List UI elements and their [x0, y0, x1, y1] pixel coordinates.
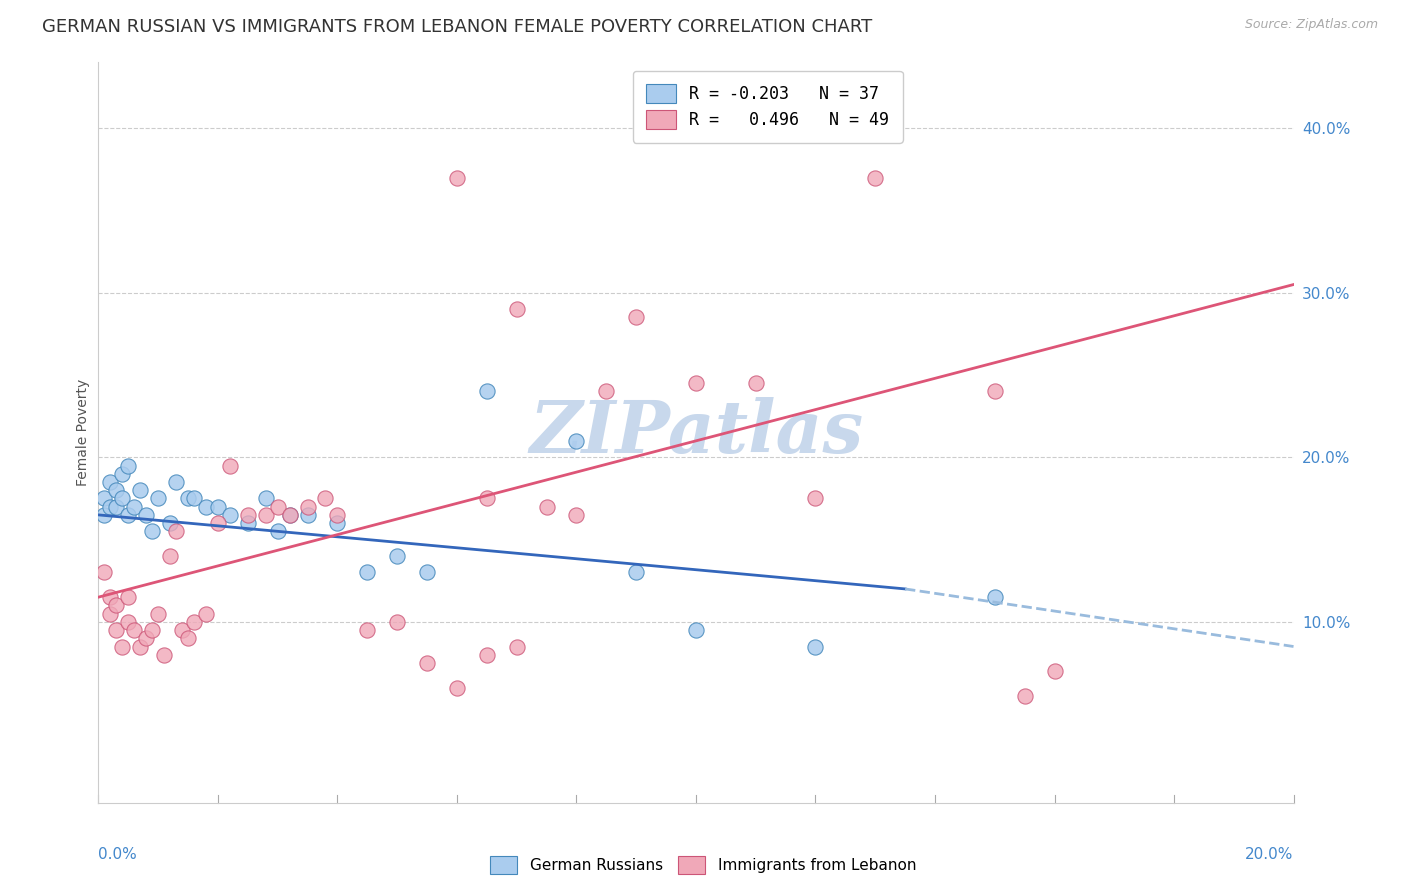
Point: [183, 491, 205, 506]
Point: [93, 491, 115, 506]
Point: [148, 607, 170, 621]
Legend: German Russians, Immigrants from Lebanon: German Russians, Immigrants from Lebanon: [484, 850, 922, 880]
Legend: R = -0.203   N = 37, R =   0.496   N = 49: R = -0.203 N = 37, R = 0.496 N = 49: [633, 70, 903, 143]
Y-axis label: Female Poverty: Female Poverty: [76, 379, 90, 486]
Point: [865, 170, 887, 185]
Point: [98, 607, 122, 621]
Point: [105, 500, 128, 514]
Point: [159, 516, 181, 530]
Point: [356, 623, 378, 637]
Point: [183, 615, 205, 629]
Point: [141, 623, 163, 637]
Point: [194, 500, 218, 514]
Point: [194, 607, 218, 621]
Point: [356, 566, 378, 580]
Point: [117, 615, 139, 629]
Point: [1014, 689, 1036, 703]
Point: [236, 516, 259, 530]
Point: [565, 508, 588, 522]
Point: [98, 590, 122, 604]
Point: [117, 590, 139, 604]
Point: [297, 500, 319, 514]
Point: [129, 483, 152, 498]
Text: GERMAN RUSSIAN VS IMMIGRANTS FROM LEBANON FEMALE POVERTY CORRELATION CHART: GERMAN RUSSIAN VS IMMIGRANTS FROM LEBANO…: [42, 18, 873, 36]
Point: [446, 681, 468, 695]
Point: [98, 475, 122, 489]
Point: [297, 508, 319, 522]
Point: [177, 632, 200, 646]
Point: [278, 508, 301, 522]
Point: [93, 508, 115, 522]
Point: [506, 640, 529, 654]
Text: 0.0%: 0.0%: [98, 847, 138, 863]
Point: [506, 302, 529, 317]
Point: [475, 648, 498, 662]
Point: [804, 491, 827, 506]
Text: Source: ZipAtlas.com: Source: ZipAtlas.com: [1244, 18, 1378, 31]
Point: [267, 500, 290, 514]
Point: [165, 524, 187, 539]
Point: [219, 508, 242, 522]
Point: [98, 500, 122, 514]
Point: [141, 524, 163, 539]
Point: [624, 566, 647, 580]
Point: [1043, 664, 1066, 678]
Point: [148, 491, 170, 506]
Point: [177, 491, 200, 506]
Point: [93, 566, 115, 580]
Point: [111, 491, 134, 506]
Point: [278, 508, 301, 522]
Point: [983, 384, 1005, 399]
Point: [416, 566, 439, 580]
Point: [624, 310, 647, 325]
Point: [219, 458, 242, 473]
Point: [254, 491, 277, 506]
Point: [475, 491, 498, 506]
Point: [117, 508, 139, 522]
Point: [983, 590, 1005, 604]
Point: [124, 623, 146, 637]
Point: [326, 516, 349, 530]
Point: [105, 623, 128, 637]
Point: [685, 623, 707, 637]
Point: [446, 170, 468, 185]
Point: [236, 508, 259, 522]
Point: [804, 640, 827, 654]
Point: [595, 384, 617, 399]
Text: ZIPatlas: ZIPatlas: [529, 397, 863, 468]
Point: [111, 640, 134, 654]
Point: [165, 475, 187, 489]
Point: [326, 508, 349, 522]
Point: [105, 483, 128, 498]
Point: [416, 656, 439, 670]
Point: [105, 599, 128, 613]
Point: [745, 376, 768, 391]
Text: 20.0%: 20.0%: [1246, 847, 1294, 863]
Point: [536, 500, 558, 514]
Point: [172, 623, 194, 637]
Point: [254, 508, 277, 522]
Point: [153, 648, 176, 662]
Point: [565, 434, 588, 448]
Point: [315, 491, 337, 506]
Point: [111, 467, 134, 481]
Point: [124, 500, 146, 514]
Point: [385, 549, 409, 563]
Point: [207, 516, 229, 530]
Point: [267, 524, 290, 539]
Point: [117, 458, 139, 473]
Point: [475, 384, 498, 399]
Point: [207, 500, 229, 514]
Point: [685, 376, 707, 391]
Point: [159, 549, 181, 563]
Point: [129, 640, 152, 654]
Point: [135, 632, 157, 646]
Point: [135, 508, 157, 522]
Point: [385, 615, 409, 629]
